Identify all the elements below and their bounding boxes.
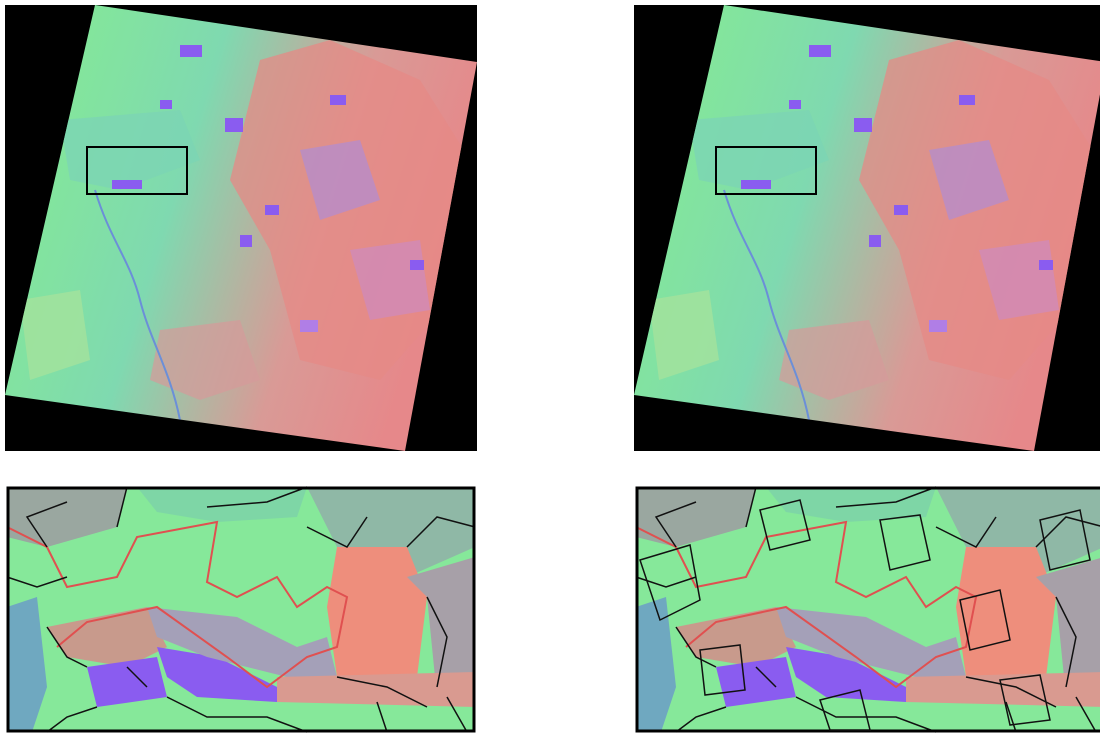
overview-image-right <box>629 0 1100 460</box>
overview-image-left <box>0 0 480 460</box>
detail-image-left <box>7 487 475 732</box>
page-body <box>0 0 1100 734</box>
figure <box>0 0 1100 734</box>
page: Segmented imagery {} html, body { margin… <box>0 0 1100 734</box>
